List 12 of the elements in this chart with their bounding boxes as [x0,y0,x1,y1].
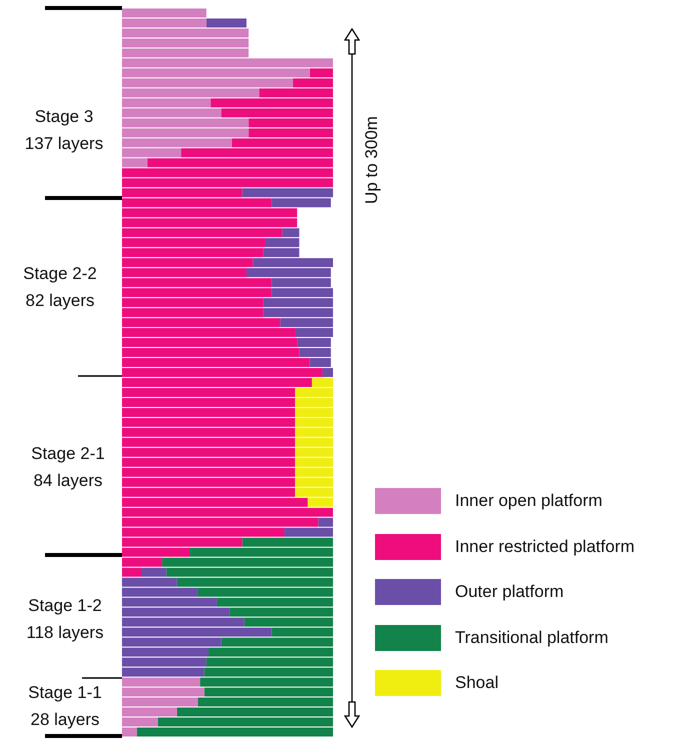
legend-label: Inner restricted platform [455,536,635,556]
text: Stage 3 137 layers [24,106,104,155]
text: Stage 2-2 82 layers [22,263,98,312]
text: Stage 1-1 28 layers [27,682,103,731]
legend-label: Inner open platform [455,491,602,511]
bar [206,18,246,28]
text: Up to 300m [362,116,382,204]
legend-label: Transitional platform [455,628,608,648]
text: Stage 2-1 84 layers [30,443,106,492]
text: Stage 1-2 118 layers [25,595,105,644]
legend-label: Shoal [455,673,498,693]
legend-label: Outer platform [455,582,564,602]
